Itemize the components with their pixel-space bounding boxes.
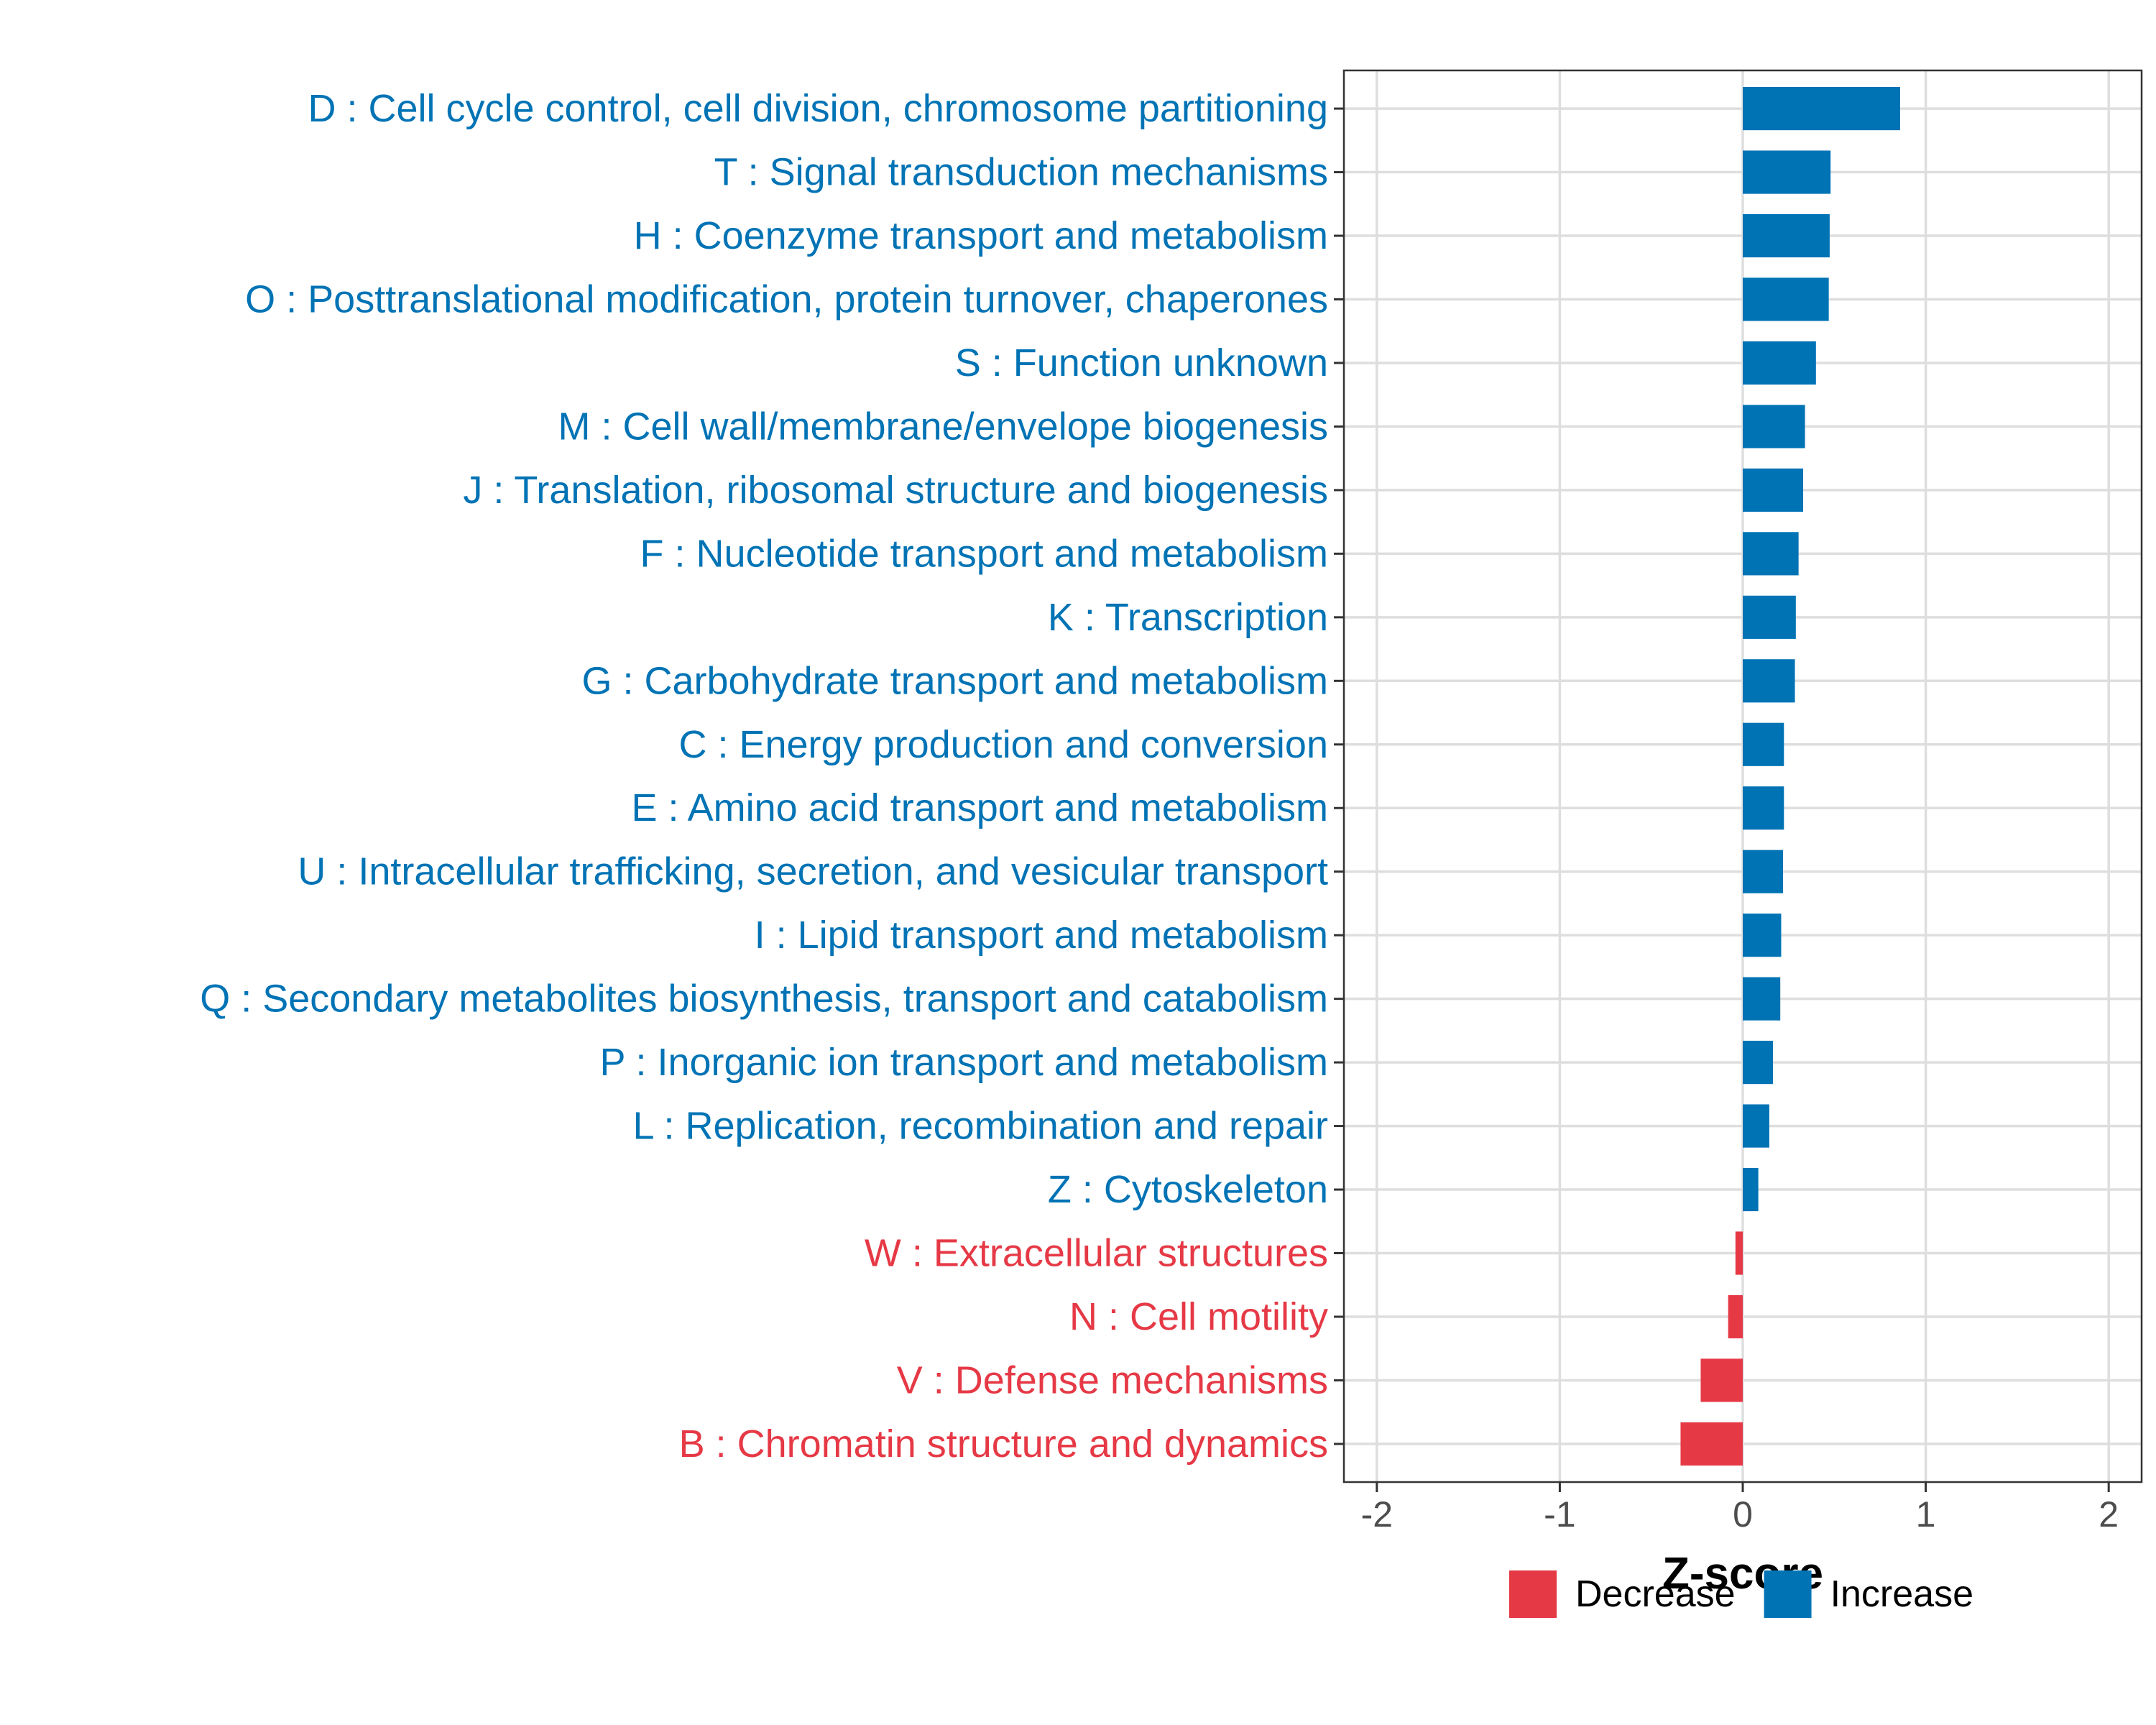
bar-z [1743,1167,1759,1212]
bar-i [1743,914,1782,957]
y-tick-label: P : Inorganic ion transport and metaboli… [599,1041,1328,1084]
legend-swatch-increase [1764,1570,1812,1618]
y-tick-label: Z : Cytoskeleton [1048,1168,1328,1211]
y-tick-label: J : Translation, ribosomal structure and… [463,469,1328,512]
bar-j [1743,468,1804,512]
y-tick-label: F : Nucleotide transport and metabolism [640,532,1328,575]
y-tick-label: M : Cell wall/membrane/envelope biogenes… [558,405,1328,448]
y-tick-label: K : Transcription [1048,596,1328,639]
x-tick-label: -2 [1361,1494,1393,1535]
y-tick-label: Q : Secondary metabolites biosynthesis, … [200,978,1328,1021]
legend-label-decrease: Decrease [1575,1573,1736,1615]
y-tick-label: B : Chromatin structure and dynamics [679,1422,1328,1466]
y-tick-label: H : Coenzyme transport and metabolism [634,214,1328,257]
legend: Decrease Increase [1509,1570,1973,1618]
y-axis-category-labels: D : Cell cycle control, cell division, c… [200,87,1328,1466]
y-axis-ticks [1334,107,1344,1445]
bar-t [1743,150,1831,194]
bar-d [1743,87,1900,131]
bar-p [1743,1041,1774,1085]
bar-f [1743,532,1799,576]
y-tick-label: U : Intracellular trafficking, secretion… [298,850,1328,893]
y-tick-label: S : Function unknown [955,341,1328,385]
y-tick-label: D : Cell cycle control, cell division, c… [308,87,1328,130]
bar-g [1743,659,1795,703]
bar-u [1743,850,1784,893]
bar-o [1743,277,1829,321]
y-tick-label: I : Lipid transport and metabolism [755,914,1328,957]
y-tick-label: N : Cell motility [1069,1295,1328,1338]
bar-e [1743,786,1784,830]
bar-l [1743,1104,1769,1148]
y-tick-label: V : Defense mechanisms [897,1358,1328,1402]
y-tick-label: O : Posttranslational modification, prot… [245,277,1328,321]
x-tick-label: 0 [1733,1494,1753,1535]
bar-m [1743,405,1805,448]
x-tick-label: -1 [1544,1494,1575,1535]
bar-n [1728,1294,1743,1339]
bar-s [1743,341,1816,385]
y-tick-label: G : Carbohydrate transport and metabolis… [582,659,1329,702]
bar-b [1680,1422,1743,1466]
y-tick-label: W : Extracellular structures [865,1232,1328,1275]
bar-q [1743,977,1781,1021]
bar-c [1743,722,1784,766]
x-axis-ticks: -2 -1 0 1 2 [1361,1482,2119,1535]
y-tick-label: C : Energy production and conversion [678,723,1328,766]
bar-w [1735,1231,1743,1275]
legend-label-increase: Increase [1830,1573,1973,1615]
bar-k [1743,595,1796,639]
bar-h [1743,213,1830,258]
y-tick-label: T : Signal transduction mechanisms [714,151,1328,194]
y-tick-label: L : Replication, recombination and repai… [632,1105,1328,1148]
legend-swatch-decrease [1509,1570,1557,1618]
y-tick-label: E : Amino acid transport and metabolism [632,786,1328,829]
bars [1680,87,1900,1466]
x-tick-label: 2 [2099,1494,2119,1535]
bar-v [1700,1358,1743,1402]
x-tick-label: 1 [1916,1494,1936,1535]
